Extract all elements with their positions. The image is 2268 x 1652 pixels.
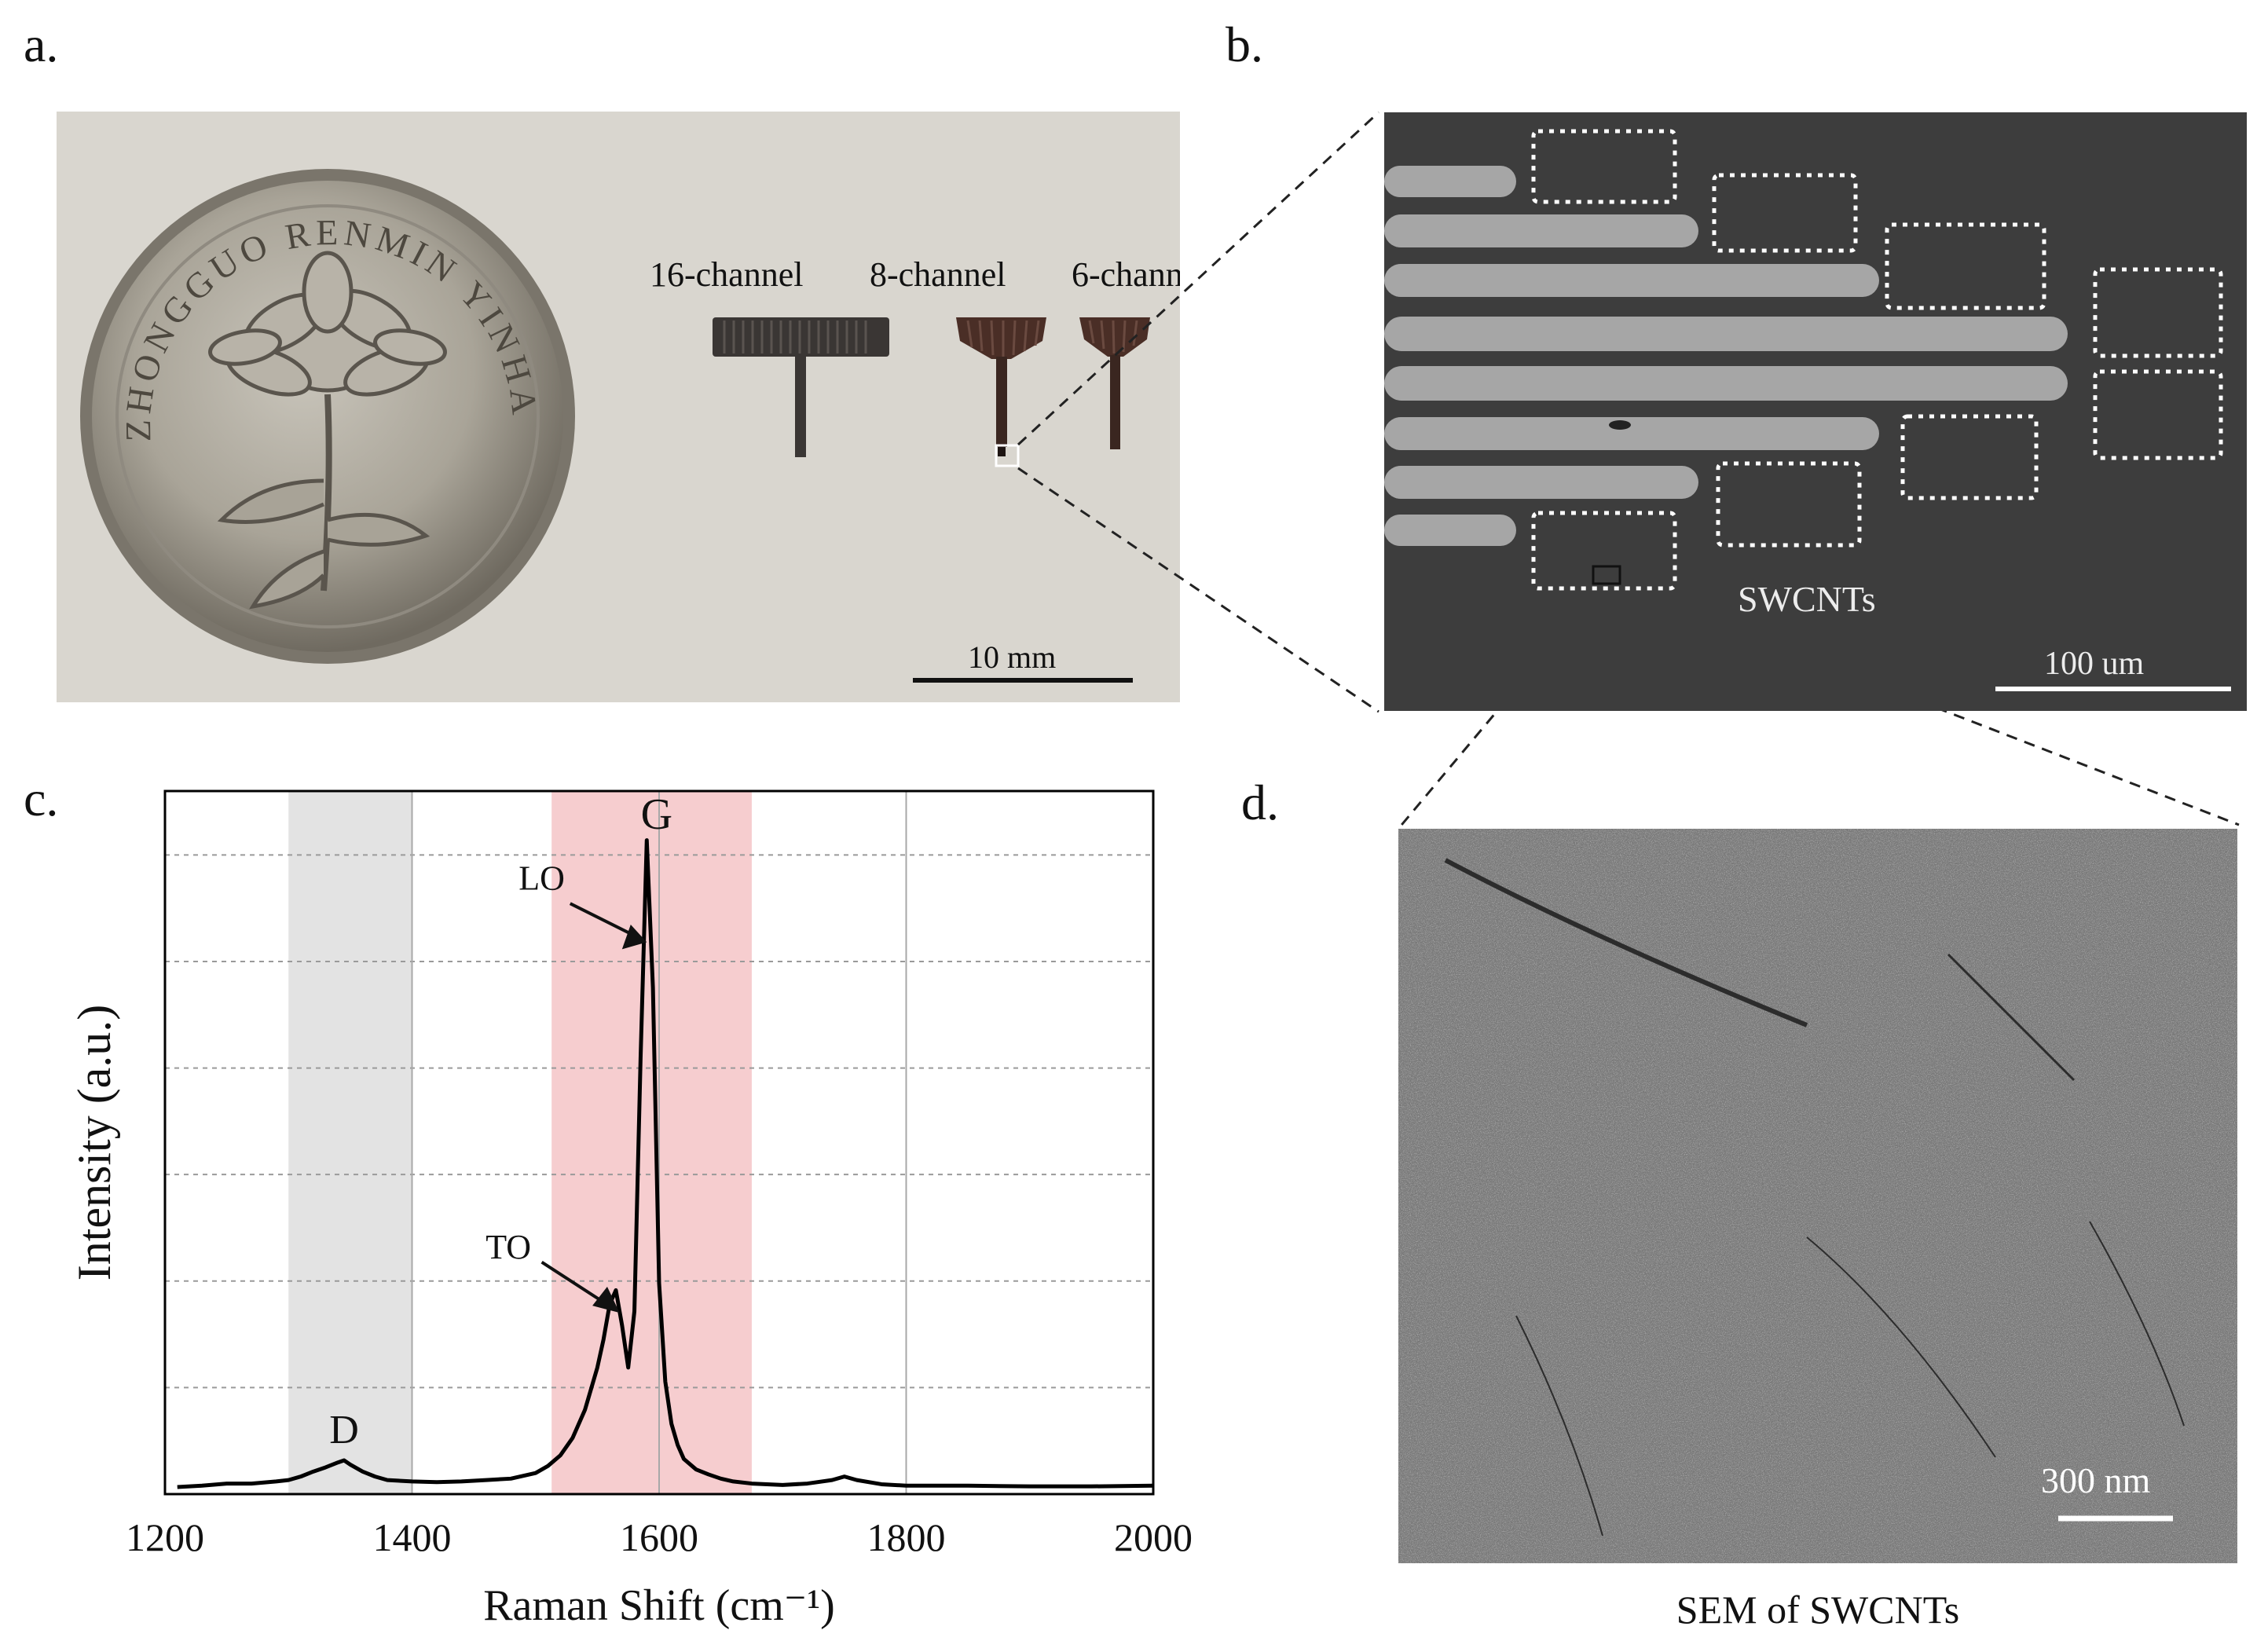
scale-bar-d-label: 300 nm <box>2041 1460 2151 1500</box>
spectrum-line <box>177 838 1154 1489</box>
probe-6-channel <box>1079 317 1150 449</box>
peak-label-to: TO <box>485 1228 531 1266</box>
label-8-channel: 8-channel <box>870 255 1006 294</box>
probe-8-channel <box>956 317 1046 456</box>
swcnts-label: SWCNTs <box>1738 579 1876 619</box>
x-tick-label: 1800 <box>867 1515 946 1559</box>
panel-d-letter: d. <box>1241 775 1279 830</box>
electrode-bars <box>1384 166 2068 546</box>
probe-16-channel <box>713 317 889 457</box>
panel-a-photo-drawing: ZHONGGUO RENMIN YINHANG <box>41 79 1207 683</box>
label-16-channel: 16-channel <box>650 255 803 294</box>
zoom-marker-b <box>1592 565 1621 585</box>
label-6-channel: 6-channel <box>1072 255 1180 294</box>
panel-b-sem: SWCNTs 100 um <box>1384 112 2247 711</box>
plot-frame <box>163 789 1155 1496</box>
panel-a-photo: ZHONGGUO RENMIN YINHANG <box>41 79 1207 702</box>
panel-b-drawing: SWCNTs 100 um <box>1384 129 2231 691</box>
panel-a-letter: a. <box>24 16 59 72</box>
panel-d-drawing: 300 nm <box>1398 829 2237 1563</box>
scale-bar-b-label: 100 um <box>2044 646 2145 682</box>
nanotube-strands <box>1444 858 2185 1537</box>
x-axis-label: Raman Shift (cm⁻¹) <box>483 1581 835 1630</box>
peak-label-g: G <box>641 790 672 839</box>
x-tick-label: 1400 <box>373 1515 452 1559</box>
panel-d-caption: SEM of SWCNTs <box>1676 1588 1960 1632</box>
x-tick-label: 2000 <box>1114 1515 1193 1559</box>
raman-chart: 1200 1400 1600 1800 2000 Raman Shift (cm⁻¹) In… <box>68 789 1193 1630</box>
arrowhead-to <box>592 1286 620 1313</box>
recording-site-boxes <box>1531 129 2223 591</box>
panel-d-sem: 300 nm <box>1398 829 2237 1563</box>
x-tick-label: 1200 <box>126 1515 204 1559</box>
shaded-region-1 <box>551 791 752 1494</box>
peak-label-lo: LO <box>518 859 565 897</box>
zoom-marker-a <box>995 444 1020 467</box>
plot-area: 1200 1400 1600 1800 2000 Raman Shift (cm⁻¹) In… <box>68 789 1193 1630</box>
peak-label-d: D <box>329 1408 359 1452</box>
panel-c-letter: c. <box>24 771 59 826</box>
y-axis-label: Intensity (a.u.) <box>68 1005 120 1281</box>
panel-b-letter: b. <box>1226 16 1263 72</box>
shaded-region-0 <box>288 791 412 1494</box>
scale-bar-a-label: 10 mm <box>968 639 1056 675</box>
arrowhead-lo <box>621 925 647 950</box>
coin-image: ZHONGGUO RENMIN YINHANG <box>41 79 575 664</box>
x-tick-label: 1600 <box>620 1515 698 1559</box>
